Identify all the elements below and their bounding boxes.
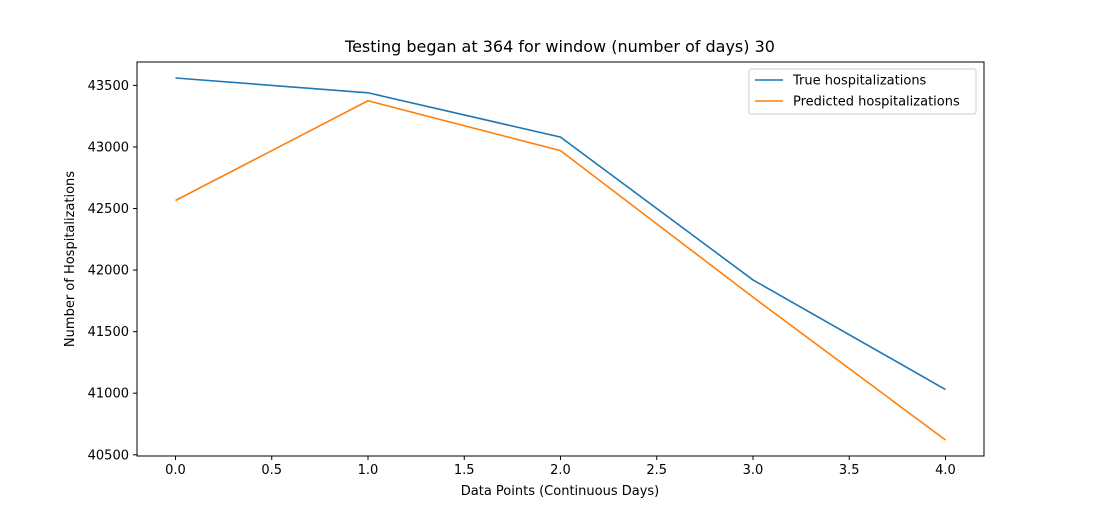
x-tick-label: 1.5: [454, 463, 475, 478]
legend: True hospitalizations Predicted hospitali…: [748, 68, 977, 115]
x-axis-label: Data Points (Continuous Days): [461, 484, 660, 499]
y-axis-label: Number of Hospitalizations: [63, 171, 78, 347]
legend-label: True hospitalizations: [792, 74, 927, 89]
series-line-predicted: [175, 99, 946, 441]
y-tick-label: 41500: [88, 325, 129, 340]
y-tick-label: 41000: [88, 387, 129, 402]
y-tick-label: 42000: [88, 264, 129, 279]
plot-frame: [136, 61, 985, 457]
plot-area: 0.0 0.5 1.0 1.5 2.0 2.5 3.0 3.5 4.0 40500 41000 415…: [88, 61, 985, 478]
x-tick-label: 2.0: [550, 463, 571, 478]
x-tick-label: 0.0: [165, 463, 186, 478]
x-tick-label: 1.0: [358, 463, 379, 478]
legend-box: [748, 68, 977, 115]
x-tick-label: 4.0: [935, 463, 956, 478]
x-tick-label: 0.5: [261, 463, 282, 478]
y-tick-label: 42500: [88, 202, 129, 217]
series-line-true: [175, 77, 946, 391]
legend-label: Predicted hospitalizations: [793, 95, 960, 110]
x-tick-label: 2.5: [646, 463, 667, 478]
chart-title: Testing began at 364 for window (number …: [344, 37, 775, 56]
y-tick-label: 40500: [88, 448, 129, 463]
y-tick-label: 43500: [88, 79, 129, 94]
x-tick-label: 3.5: [839, 463, 860, 478]
y-tick-label: 43000: [88, 140, 129, 155]
x-tick-label: 3.0: [743, 463, 764, 478]
